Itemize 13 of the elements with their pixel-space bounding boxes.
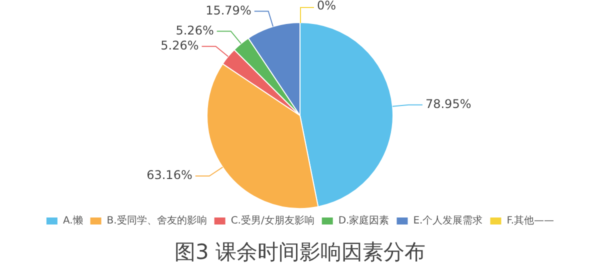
legend-label: B.受同学、舍友的影响 (106, 214, 207, 227)
legend-label: A.懒 (62, 214, 83, 227)
text: 图3 课余时间影响因素分布 (173, 239, 427, 266)
legend-label: E.个人发展需求 (413, 214, 483, 227)
legend-label: D.家庭因素 (338, 214, 390, 227)
data-label: 5.26% (160, 38, 199, 52)
legend-label: F.其他—— (506, 214, 554, 227)
data-label: 63.16% (146, 168, 192, 182)
data-label: 5.26% (176, 23, 214, 38)
data-label: 15.79% (206, 3, 252, 18)
legend-label: C.受男/女朋友影响 (230, 214, 314, 227)
text: 0% (317, 0, 336, 13)
data-label: 78.95% (425, 96, 472, 111)
